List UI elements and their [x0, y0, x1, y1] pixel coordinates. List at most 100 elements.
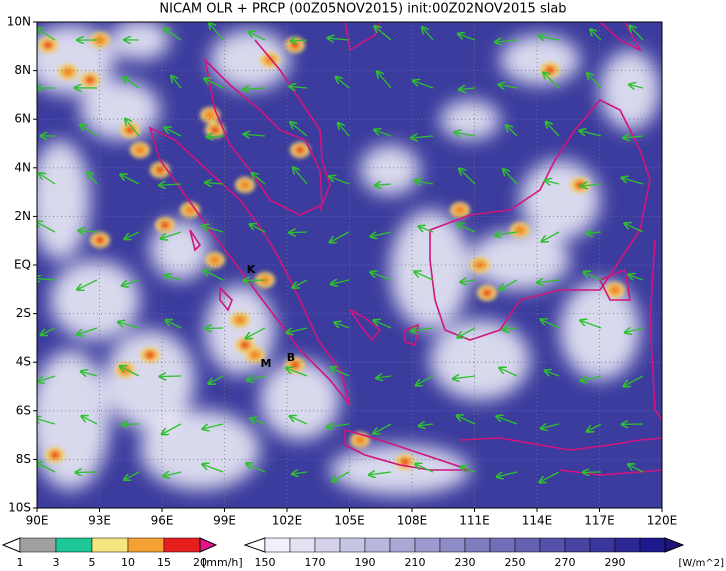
- wind-arrow: [124, 471, 140, 480]
- cloud-patch: [500, 35, 580, 85]
- rain-cell: [94, 35, 106, 45]
- lat-label: 8N: [14, 63, 31, 77]
- rain-cell: [184, 205, 196, 215]
- wind-arrow: [419, 424, 434, 426]
- cloud-patch: [430, 320, 530, 400]
- wind-arrow: [160, 376, 182, 377]
- wind-arrow: [81, 371, 98, 376]
- lat-label: 8S: [16, 452, 31, 466]
- wind-arrow: [204, 270, 224, 281]
- rain-cell: [609, 285, 621, 295]
- wind-arrow: [166, 320, 182, 329]
- wind-arrow: [587, 232, 602, 234]
- wind-arrow: [587, 423, 602, 431]
- wind-arrow: [203, 464, 224, 473]
- wind-arrow: [159, 184, 182, 185]
- wind-arrow: [625, 223, 644, 233]
- wind-arrow: [457, 416, 476, 425]
- cloud-patch: [105, 330, 195, 430]
- wind-arrow: [244, 280, 266, 281]
- rain-cell: [234, 315, 246, 325]
- wind-arrow: [290, 122, 308, 137]
- wind-arrow: [82, 416, 98, 425]
- wind-arrow: [252, 173, 266, 185]
- wind-arrow: [624, 375, 644, 386]
- cloud-patch: [110, 22, 170, 60]
- wind-arrow: [458, 327, 476, 337]
- colorbar-swatch: [127, 537, 165, 553]
- wind-vectors: [37, 23, 644, 482]
- wind-arrow: [581, 184, 602, 186]
- wind-arrow: [121, 175, 140, 185]
- cloud-patch: [140, 410, 260, 490]
- colorbar-label: 20: [193, 556, 207, 569]
- colorbar-swatch: [639, 537, 666, 553]
- colorbar-swatch: [439, 537, 466, 553]
- wind-arrow: [249, 32, 266, 41]
- station-marker: B: [287, 351, 295, 364]
- cloud-patch: [600, 50, 660, 130]
- colorbar-label: 5: [89, 556, 96, 569]
- colorbar-label: 190: [355, 556, 376, 569]
- cloud-patch: [37, 140, 90, 260]
- wind-arrow: [458, 224, 476, 233]
- rain-cell: [577, 182, 583, 188]
- cloud-patch: [470, 230, 570, 290]
- wind-arrow: [628, 464, 644, 473]
- rain-cell: [162, 222, 168, 228]
- wind-arrow: [250, 418, 266, 425]
- wind-arrow: [164, 29, 182, 41]
- rain-cell: [97, 237, 103, 243]
- colorbar-end: [243, 537, 266, 553]
- wind-arrow: [625, 328, 644, 332]
- rain-cell: [547, 67, 553, 73]
- wind-arrow: [622, 178, 644, 185]
- colorbar-swatch: [19, 537, 57, 553]
- cloud-patch: [360, 145, 420, 195]
- wind-arrow: [330, 368, 350, 377]
- colorbar-end: [664, 537, 685, 553]
- wind-arrow: [630, 26, 644, 41]
- wind-arrow: [580, 131, 602, 137]
- wind-arrow: [88, 172, 98, 185]
- wind-arrow: [459, 169, 476, 185]
- wind-arrow: [411, 328, 434, 331]
- rain-cell: [157, 167, 163, 173]
- rain-cell: [514, 225, 526, 235]
- rain-cell: [249, 350, 261, 360]
- wind-arrow: [171, 76, 182, 89]
- wind-arrow: [329, 177, 350, 185]
- colorbar-label: 250: [505, 556, 526, 569]
- colorbar-swatch: [55, 537, 93, 553]
- wind-arrow: [204, 79, 224, 89]
- wind-arrow: [415, 464, 434, 473]
- colorbar-label: 150: [255, 556, 276, 569]
- wind-arrow: [497, 471, 518, 477]
- colorbar-unit: [mm/h]: [202, 556, 243, 569]
- wind-arrow: [413, 81, 434, 89]
- colorbar-swatch: [414, 537, 441, 553]
- wind-arrow: [206, 328, 224, 329]
- wind-arrow: [461, 467, 476, 472]
- wind-arrow: [161, 231, 182, 239]
- wind-arrow: [369, 472, 392, 475]
- wind-arrow: [250, 224, 266, 233]
- colorbar-swatch: [289, 537, 316, 553]
- wind-arrow: [499, 85, 518, 88]
- colorbar-label: 210: [405, 556, 426, 569]
- colorbar-swatch: [91, 537, 129, 553]
- wind-arrow: [541, 424, 560, 428]
- wind-arrow: [38, 375, 56, 382]
- colorbar-label: 230: [455, 556, 476, 569]
- wind-arrow: [540, 471, 560, 482]
- colorbar-swatch: [464, 537, 491, 553]
- wind-arrow: [80, 125, 98, 137]
- wind-arrow: [37, 222, 56, 233]
- wind-arrow: [209, 23, 224, 41]
- colorbar-swatch: [264, 537, 291, 553]
- wind-arrow: [374, 423, 392, 434]
- lon-label: 111E: [459, 514, 490, 528]
- wind-arrow: [629, 85, 644, 88]
- wind-arrow: [542, 231, 560, 241]
- wind-arrow: [165, 128, 182, 137]
